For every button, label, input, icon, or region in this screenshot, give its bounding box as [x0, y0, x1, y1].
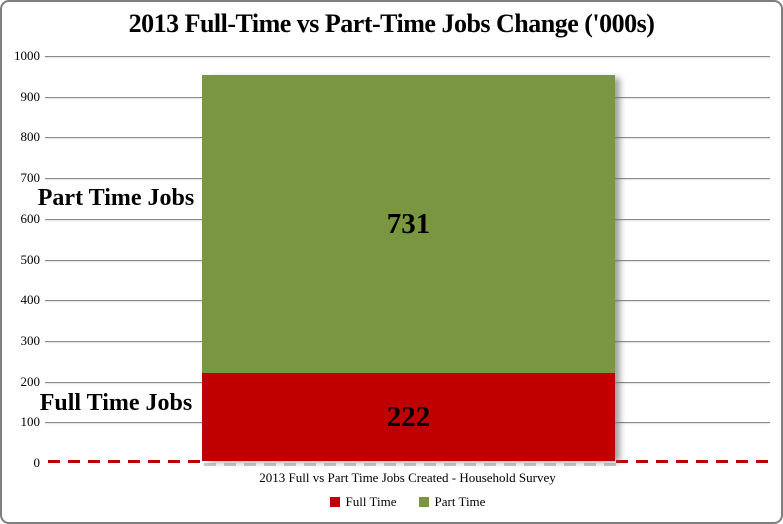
- part-time-value-label: 731: [386, 207, 431, 240]
- part-time-swatch-icon: [418, 497, 429, 507]
- zero-dashed-line-shadow: [204, 463, 616, 466]
- zero-dashed-line-left: [48, 460, 202, 463]
- y-tick-label-200: 200: [20, 374, 41, 389]
- legend-label-full-time: Full Time: [345, 494, 397, 509]
- bar-segment-part-time: 731: [202, 75, 615, 373]
- full-time-jobs-label: Full Time Jobs: [39, 390, 193, 416]
- legend-item-part-time: Part Time: [418, 494, 486, 510]
- gridline-1000: [45, 56, 770, 57]
- y-tick-label-300: 300: [20, 333, 41, 348]
- y-tick-label-1000: 1000: [14, 48, 40, 63]
- y-tick-label-400: 400: [20, 292, 41, 307]
- y-tick-label-0: 0: [33, 455, 41, 470]
- legend: Full Time Part Time: [45, 494, 770, 510]
- y-tick-label-900: 900: [20, 89, 41, 104]
- y-tick-label-800: 800: [20, 129, 41, 144]
- stacked-bar: 731 222: [202, 75, 615, 461]
- chart-title: 2013 Full-Time vs Part-Time Jobs Change …: [128, 9, 655, 38]
- full-time-swatch-icon: [329, 497, 340, 507]
- y-tick-label-700: 700: [20, 170, 41, 185]
- chart-caption: 2013 Full vs Part Time Jobs Created - Ho…: [259, 470, 556, 485]
- zero-dashed-line-right: [616, 460, 770, 463]
- legend-item-full-time: Full Time: [329, 494, 397, 510]
- part-time-jobs-label: Part Time Jobs: [37, 185, 195, 211]
- legend-label-part-time: Part Time: [434, 494, 486, 509]
- full-time-value-label: 222: [386, 400, 431, 433]
- y-tick-label-500: 500: [20, 252, 41, 267]
- y-tick-label-100: 100: [20, 414, 41, 429]
- bar-segment-full-time: 222: [202, 373, 615, 461]
- y-tick-label-600: 600: [20, 211, 41, 226]
